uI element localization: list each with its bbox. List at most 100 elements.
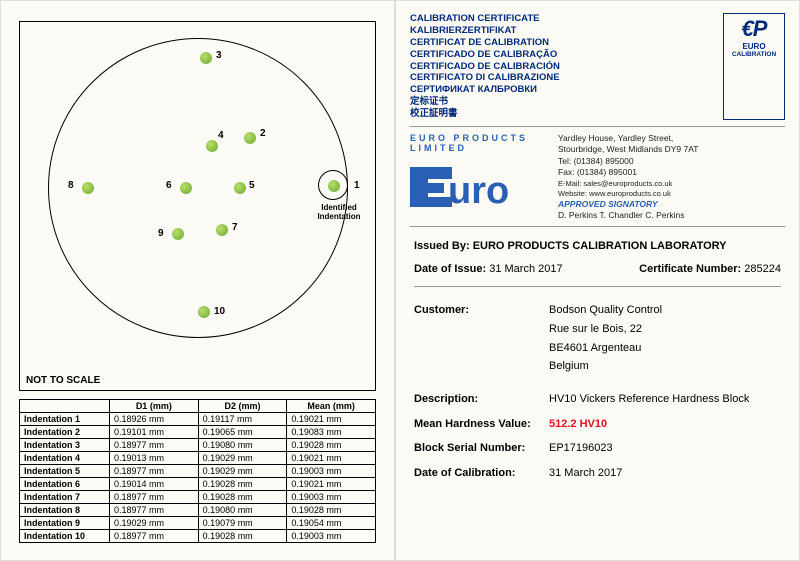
cert-no-label: Certificate Number:	[639, 263, 741, 275]
mean-hardness-label: Mean Hardness Value:	[414, 415, 549, 434]
cal-date-label: Date of Calibration:	[414, 464, 549, 483]
certificate-body: Issued By: EURO PRODUCTS CALIBRATION LAB…	[410, 227, 785, 483]
certificate-titles: CALIBRATION CERTIFICATEKALIBRIERZERTIFIK…	[410, 13, 560, 120]
table-row: Indentation 50.18977 mm0.19029 mm0.19003…	[20, 465, 376, 478]
table-row: Indentation 20.19101 mm0.19065 mm0.19083…	[20, 426, 376, 439]
issued-by-label: Issued By:	[414, 240, 470, 252]
table-cell: 0.19014 mm	[110, 478, 199, 491]
indent-point-label: 3	[216, 50, 222, 61]
company-row: EURO PRODUCTS LIMITED uro Yardley House,…	[410, 127, 785, 227]
table-cell: 0.19117 mm	[198, 413, 287, 426]
table-cell: 0.19021 mm	[287, 413, 376, 426]
table-cell: 0.19003 mm	[287, 530, 376, 543]
table-cell: 0.18977 mm	[110, 439, 199, 452]
indent-point	[200, 52, 212, 64]
table-cell: 0.19080 mm	[198, 439, 287, 452]
table-cell: 0.19021 mm	[287, 478, 376, 491]
certificate-title: CERTIFICADO DE CALIBRACIÓN	[410, 61, 560, 73]
table-cell: Indentation 9	[20, 517, 110, 530]
table-header	[20, 400, 110, 413]
serial-label: Block Serial Number:	[414, 439, 549, 458]
table-cell: Indentation 7	[20, 491, 110, 504]
table-cell: 0.19028 mm	[198, 530, 287, 543]
table-cell: 0.18977 mm	[110, 504, 199, 517]
indent-point	[234, 182, 246, 194]
indent-point	[180, 182, 192, 194]
indentation-table: D1 (mm)D2 (mm)Mean (mm) Indentation 10.1…	[19, 399, 376, 543]
certificate-title: CERTIFICAT DE CALIBRATION	[410, 37, 560, 49]
logo-ep-glyph: €P	[724, 16, 784, 42]
table-cell: 0.19028 mm	[198, 478, 287, 491]
cal-date-row: Date of Calibration: 31 March 2017	[414, 464, 781, 483]
company-info: Yardley House, Yardley Street, Stourbrid…	[558, 133, 698, 222]
issued-by-value: EURO PRODUCTS CALIBRATION LABORATORY	[473, 240, 727, 252]
issued-by-row: Issued By: EURO PRODUCTS CALIBRATION LAB…	[414, 237, 781, 256]
cal-date-value: 31 March 2017	[549, 464, 622, 483]
certificate-title: СЕРТИФИКАТ КАЛБРОВКИ	[410, 84, 560, 96]
table-cell: 0.19065 mm	[198, 426, 287, 439]
not-to-scale-label: NOT TO SCALE	[26, 375, 100, 386]
indent-point-label: 2	[260, 128, 266, 139]
mean-hardness-value: 512.2 HV10	[549, 415, 607, 434]
table-cell: 0.19083 mm	[287, 426, 376, 439]
table-header: D2 (mm)	[198, 400, 287, 413]
indent-point-label: 6	[166, 180, 172, 191]
indent-point-label: 1	[354, 180, 360, 191]
indent-point-label: 8	[68, 180, 74, 191]
signatory-names: D. Perkins T. Chandler C. Perkins	[558, 210, 698, 221]
certificate-title: KALIBRIERZERTIFIKAT	[410, 25, 560, 37]
certificate-title: CERTIFICADO DE CALIBRAÇÃO	[410, 49, 560, 61]
header-row: CALIBRATION CERTIFICATEKALIBRIERZERTIFIK…	[410, 13, 785, 127]
table-cell: Indentation 2	[20, 426, 110, 439]
indent-point-label: 7	[232, 222, 238, 233]
table-cell: 0.19028 mm	[287, 504, 376, 517]
description-row: Description: HV10 Vickers Reference Hard…	[414, 390, 781, 409]
table-header: Mean (mm)	[287, 400, 376, 413]
table-cell: 0.19021 mm	[287, 452, 376, 465]
diagram-box: 12345678910 Identified Indentation NOT T…	[19, 21, 376, 391]
cert-no-value: 285224	[744, 263, 781, 275]
table-row: Indentation 60.19014 mm0.19028 mm0.19021…	[20, 478, 376, 491]
approved-signatory: APPROVED SIGNATORY	[558, 199, 698, 210]
indent-point	[216, 224, 228, 236]
table-cell: 0.19003 mm	[287, 465, 376, 478]
table-cell: Indentation 10	[20, 530, 110, 543]
date-issue-value: 31 March 2017	[489, 263, 562, 275]
tel: Tel: (01384) 895000	[558, 156, 698, 167]
table-cell: Indentation 1	[20, 413, 110, 426]
identified-label: Identified Indentation	[316, 204, 362, 222]
indent-point	[172, 228, 184, 240]
table-cell: Indentation 3	[20, 439, 110, 452]
table-cell: 0.19079 mm	[198, 517, 287, 530]
table-cell: 0.18926 mm	[110, 413, 199, 426]
table-cell: 0.19054 mm	[287, 517, 376, 530]
table-cell: 0.18977 mm	[110, 465, 199, 478]
customer-label: Customer:	[414, 301, 549, 376]
table-cell: 0.18977 mm	[110, 491, 199, 504]
issue-info-row: Date of Issue: 31 March 2017 Certificate…	[414, 260, 781, 288]
table-cell: Indentation 4	[20, 452, 110, 465]
table-cell: 0.18977 mm	[110, 530, 199, 543]
serial-row: Block Serial Number: EP17196023	[414, 439, 781, 458]
indent-point-label: 9	[158, 228, 164, 239]
table-row: Indentation 40.19013 mm0.19029 mm0.19021…	[20, 452, 376, 465]
indent-point	[206, 140, 218, 152]
indent-point	[198, 306, 210, 318]
description-label: Description:	[414, 390, 549, 409]
certificate-title: CERTIFICATO DI CALIBRAZIONE	[410, 72, 560, 84]
euro-block-logo: uro	[410, 157, 540, 207]
fax: Fax: (01384) 895001	[558, 167, 698, 178]
serial-value: EP17196023	[549, 439, 613, 458]
email: E-Mail: sales@europroducts.co.uk	[558, 179, 698, 189]
table-cell: 0.19013 mm	[110, 452, 199, 465]
indent-point-label: 5	[249, 180, 255, 191]
logo-text-1: EURO	[724, 42, 784, 51]
euro-calibration-logo: €P EURO CALIBRATION	[723, 13, 785, 120]
table-cell: Indentation 8	[20, 504, 110, 517]
table-header: D1 (mm)	[110, 400, 199, 413]
left-page: 12345678910 Identified Indentation NOT T…	[0, 0, 395, 561]
table-row: Indentation 70.18977 mm0.19028 mm0.19003…	[20, 491, 376, 504]
table-row: Indentation 10.18926 mm0.19117 mm0.19021…	[20, 413, 376, 426]
table-cell: Indentation 6	[20, 478, 110, 491]
table-cell: 0.19029 mm	[198, 452, 287, 465]
